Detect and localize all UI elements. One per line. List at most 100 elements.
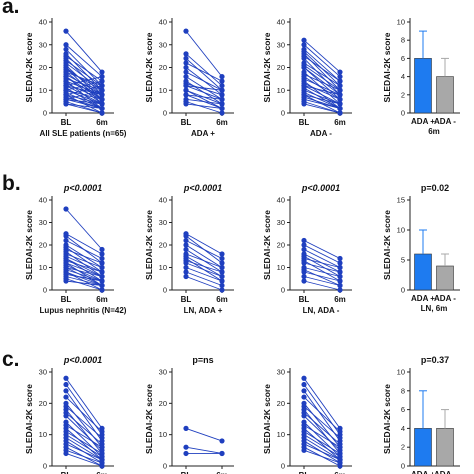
data-point-bl	[301, 388, 307, 394]
paired-line	[65, 264, 103, 282]
y-tick-label: 8	[401, 386, 405, 395]
x-tick-label: 6m	[216, 118, 228, 127]
paired-line	[185, 103, 223, 109]
paired-line	[185, 427, 223, 442]
y-tick-label: 10	[277, 430, 285, 439]
panel-caption: LN, 6m	[421, 304, 448, 313]
y-tick-label: 30	[39, 40, 47, 49]
bar-ada-negative	[436, 265, 454, 291]
paired-line	[303, 67, 341, 96]
data-point-bl	[63, 101, 69, 107]
paired-line	[303, 103, 341, 114]
p-value-label: p<0.0001	[63, 355, 102, 365]
paired-line	[65, 437, 103, 461]
data-point-bl	[183, 60, 189, 66]
paired-line	[65, 98, 103, 105]
bar-ada-negative	[436, 76, 454, 114]
data-point-6m	[99, 96, 105, 102]
paired-line	[185, 62, 223, 82]
data-point-bl	[63, 42, 69, 48]
x-tick-label: BL	[61, 295, 72, 304]
paired-line	[185, 98, 223, 105]
paired-line	[303, 98, 341, 109]
paired-line	[65, 378, 103, 429]
paired-line	[303, 276, 341, 286]
data-point-6m	[337, 282, 343, 289]
data-point-bl	[183, 83, 189, 89]
data-point-bl	[301, 37, 307, 43]
data-point-6m	[337, 260, 343, 266]
data-point-bl	[63, 87, 69, 93]
y-tick-label: 0	[401, 286, 405, 295]
x-tick-label: BL	[181, 471, 192, 474]
data-point-6m	[99, 78, 105, 84]
chart-b2: 0 10 20 30 40 SLEDAI-2K score p<0.0001 BL 6m LN, …	[144, 183, 234, 315]
data-point-6m	[99, 83, 105, 89]
paired-line	[65, 92, 103, 109]
data-point-bl	[183, 74, 189, 80]
data-point-bl	[301, 42, 307, 48]
paired-line	[65, 89, 103, 105]
y-tick-label: 2	[401, 443, 405, 452]
paired-line	[303, 73, 341, 91]
panel-caption: Lupus nephritis (N=42)	[40, 306, 127, 315]
data-point-6m	[337, 264, 343, 271]
data-point-6m	[99, 255, 105, 262]
paired-line	[185, 71, 223, 91]
data-point-6m	[337, 435, 343, 441]
data-point-bl	[301, 260, 307, 266]
p-value-label: p=0.02	[421, 183, 449, 193]
paired-line	[185, 85, 223, 100]
data-point-6m	[337, 96, 343, 102]
y-axis-label: SLEDAI-2K score	[262, 210, 272, 280]
data-point-6m	[99, 463, 105, 469]
data-point-6m	[99, 246, 105, 253]
data-point-bl	[301, 278, 307, 284]
y-tick-label: 0	[281, 462, 285, 471]
y-axis-label: SLEDAI-2K score	[24, 384, 34, 454]
y-tick-label: 6	[401, 405, 405, 414]
paired-line	[65, 60, 103, 87]
paired-line	[303, 78, 341, 96]
data-point-bl	[63, 233, 69, 239]
x-tick-label: ADA -	[434, 294, 456, 303]
paired-line	[303, 437, 341, 461]
paired-line	[65, 80, 103, 96]
paired-line	[65, 409, 103, 454]
data-point-bl	[183, 269, 189, 275]
paired-line	[65, 255, 103, 273]
y-axis-label: SLEDAI-2K score	[262, 384, 272, 454]
y-tick-label: 20	[39, 241, 47, 250]
paired-line	[303, 258, 341, 268]
paired-line	[185, 94, 223, 100]
chart-a4: 0 2 4 6 8 10 SLEDAI-2K score ADA + ADA -6m	[382, 18, 460, 136]
data-point-bl	[301, 246, 307, 253]
data-point-6m	[337, 273, 343, 280]
data-point-bl	[183, 101, 189, 107]
y-tick-label: 0	[43, 109, 47, 118]
x-tick-label: 6m	[96, 295, 108, 304]
y-tick-label: 20	[159, 241, 167, 250]
data-point-6m	[99, 105, 105, 112]
paired-line	[303, 280, 341, 291]
data-point-bl	[183, 425, 189, 431]
x-tick-label: ADA +	[411, 294, 435, 303]
y-tick-label: 10	[277, 86, 285, 95]
paired-line	[65, 89, 103, 100]
p-value-label: p=ns	[192, 355, 213, 365]
y-tick-label: 0	[163, 286, 167, 295]
chart-b4: 0 5 10 15 SLEDAI-2K score p=0.02 ADA + ADA -LN,…	[382, 183, 460, 313]
data-point-bl	[63, 381, 69, 388]
x-tick-label: ADA +	[411, 470, 435, 474]
paired-line	[65, 431, 103, 454]
paired-line	[303, 64, 341, 91]
paired-line	[65, 76, 103, 87]
paired-line	[65, 55, 103, 82]
paired-line	[303, 415, 341, 451]
y-tick-label: 10	[39, 263, 47, 272]
paired-line	[185, 446, 223, 454]
data-point-bl	[183, 87, 189, 93]
paired-line	[303, 396, 341, 432]
data-point-bl	[183, 92, 189, 98]
paired-line	[65, 443, 103, 461]
